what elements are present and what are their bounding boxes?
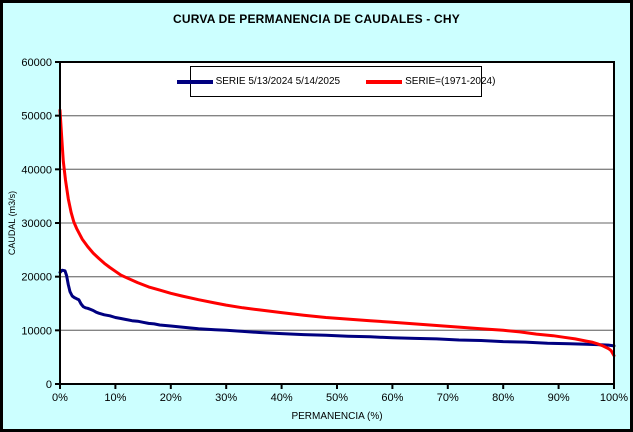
legend-entry-serie-1971-2024: SERIE=(1971-2024) [366, 76, 495, 87]
legend-box: SERIE 5/13/2024 5/14/2025 SERIE=(1971-20… [176, 66, 495, 97]
y-tick-label: 0 [46, 379, 52, 391]
x-tick-label: 30% [215, 392, 237, 404]
series-line-1 [58, 108, 616, 358]
y-tick-label: 60000 [21, 57, 52, 69]
chart-title: CURVA DE PERMANENCIA DE CAUDALES - CHY [173, 12, 460, 26]
x-axis-tick-labels: 0% 10% 20% 30% 40% 50% 60% 70% 80% 90% 100% [52, 392, 628, 404]
x-tick-label: 0% [52, 392, 68, 404]
legend-entry-serie-2024-2025: SERIE 5/13/2024 5/14/2025 [176, 76, 341, 87]
x-tick-label: 40% [271, 392, 293, 404]
gridlines [60, 115, 614, 331]
x-tick-label: 20% [160, 392, 182, 404]
x-tick-label: 60% [381, 392, 403, 404]
x-tick-label: 80% [492, 392, 514, 404]
legend-label-serie-2024-2025: SERIE 5/13/2024 5/14/2025 [215, 76, 341, 87]
y-tick-label: 10000 [21, 325, 52, 337]
y-tick-label: 50000 [21, 111, 52, 123]
legend-swatch-navy-line [176, 79, 213, 84]
x-tick-label: 90% [548, 392, 570, 404]
x-tick-label: 70% [437, 392, 459, 404]
series-line-0 [58, 268, 616, 348]
legend-label-serie-1971-2024: SERIE=(1971-2024) [405, 76, 496, 87]
y-axis-tick-labels: 0 10000 20000 30000 40000 50000 60000 [21, 57, 52, 391]
flow-duration-chart: 0 10000 20000 30000 40000 50000 60000 0% 10% 20%… [7, 57, 628, 422]
x-axis-title: PERMANENCIA (%) [291, 411, 382, 422]
y-tick-label: 20000 [21, 272, 52, 284]
axis-ticks [55, 61, 615, 389]
series-lines [58, 108, 616, 358]
x-tick-label: 10% [104, 392, 126, 404]
y-axis-title: CAUDAL (m3/s) [7, 191, 17, 255]
x-tick-label: 50% [326, 392, 348, 404]
legend-swatch-red-line [366, 79, 403, 84]
y-tick-label: 30000 [21, 218, 52, 230]
x-tick-label: 100% [600, 392, 628, 404]
y-tick-label: 40000 [21, 164, 52, 176]
